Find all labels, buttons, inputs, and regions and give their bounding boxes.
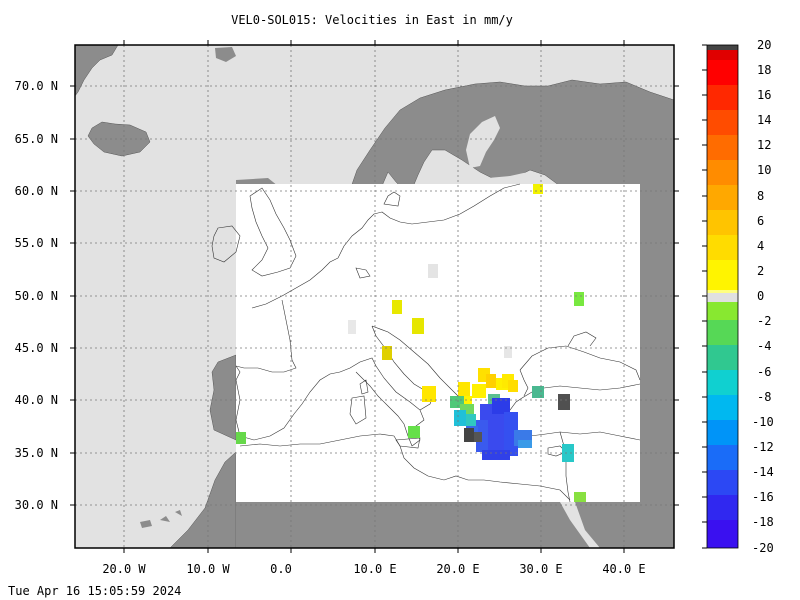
lat-label: 70.0 N [15,79,58,93]
lat-label: 35.0 N [15,446,58,460]
lat-label: 45.0 N [15,341,58,355]
colorbar-label: -14 [752,465,774,479]
lat-label: 65.0 N [15,132,58,146]
colorbar-label: 18 [757,63,771,77]
colorbar-label: 0 [757,289,764,303]
lon-label: 30.0 E [519,562,562,576]
lon-label: 20.0 W [102,562,146,576]
velocity-cells [236,184,586,502]
lon-labels: 20.0 W 10.0 W 0.0 10.0 E 20.0 E 30.0 E 4… [102,562,645,576]
iceland-land [87,121,151,157]
data-region [236,184,640,502]
colorbar-label: 8 [757,189,764,203]
colorbar-label: -2 [757,314,771,328]
colorbar-label: -10 [752,415,774,429]
colorbar-ticks [702,44,707,549]
lon-label: 10.0 E [353,562,396,576]
lat-label: 30.0 N [15,498,58,512]
colorbar-label: 12 [757,138,771,152]
lon-label: 20.0 E [436,562,479,576]
colorbar-label: -8 [757,390,771,404]
lat-label: 50.0 N [15,289,58,303]
colorbar-label: -18 [752,515,774,529]
lat-labels: 70.0 N 65.0 N 60.0 N 55.0 N 50.0 N 45.0 … [15,79,58,512]
colorbar-label: 14 [757,113,771,127]
colorbar [706,44,739,549]
colorbar-label: 10 [757,163,771,177]
colorbar-label: -6 [757,365,771,379]
colorbar-label: 20 [757,38,771,52]
lat-label: 60.0 N [15,184,58,198]
colorbar-label: 16 [757,88,771,102]
colorbar-label: -20 [752,541,774,555]
colorbar-label: -12 [752,440,774,454]
colorbar-label: -4 [757,339,771,353]
colorbar-label: -16 [752,490,774,504]
timestamp: Tue Apr 16 15:05:59 2024 [8,584,182,598]
map-title: VEL0-SOL015: Velocities in East in mm/y [231,13,513,27]
colorbar-labels: 20 18 16 14 12 10 8 6 4 2 0 -2 -4 -6 -8 … [752,38,774,555]
graticule [75,45,674,548]
lat-label: 40.0 N [15,393,58,407]
lon-label: 10.0 W [186,562,230,576]
colorbar-label: 6 [757,214,764,228]
tick-marks [70,40,679,553]
lon-label: 40.0 E [602,562,645,576]
colorbar-label: 4 [757,239,764,253]
lon-label: 0.0 [270,562,292,576]
greenland-land [75,45,119,97]
colorbar-label: 2 [757,264,764,278]
lat-label: 55.0 N [15,236,58,250]
